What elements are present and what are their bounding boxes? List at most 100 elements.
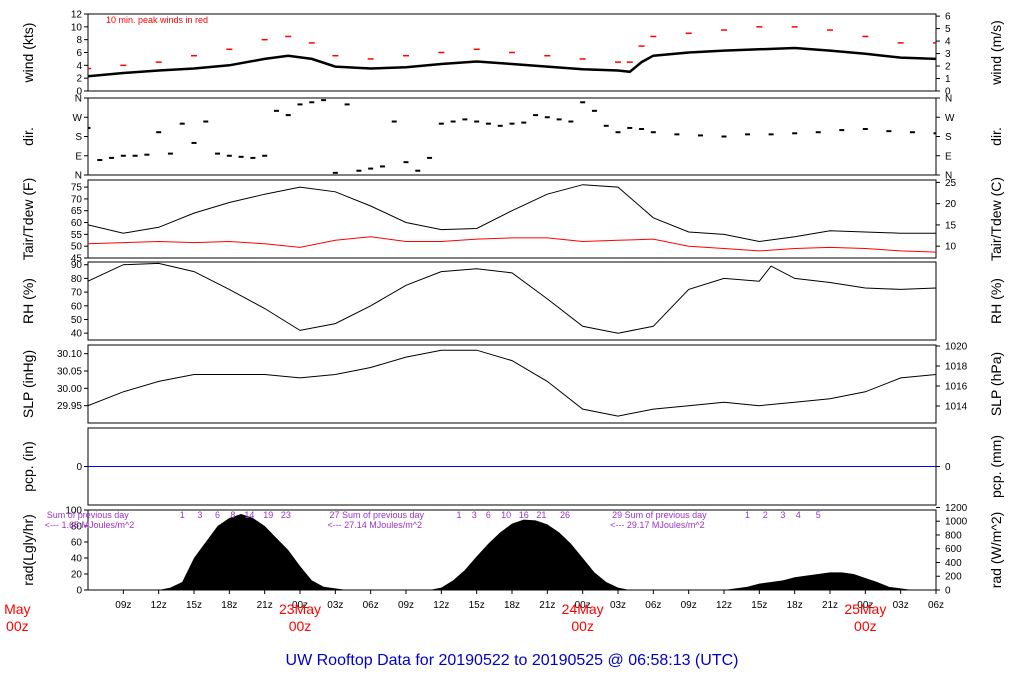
rad-ytick-label: 100 [65, 506, 82, 517]
wind-rtick-label: 0 [945, 87, 951, 98]
panel-rh: 40 50 60 70 80 90 RH (%) RH (%) [20, 260, 1004, 341]
x-axis: 09z 12z 15z 18z 21z 00z 03z 06z 09z 12z 15z 18z 21z 0… [4, 590, 944, 634]
rh-ytick-label: 80 [71, 274, 83, 285]
x-tick-label: 15z [186, 600, 202, 611]
rh-ytick-label: 90 [71, 260, 83, 271]
temp-ytick-label: 65 [71, 206, 83, 217]
rad-note-line1: 27 Sum of previous day [329, 510, 424, 520]
wind-ytick-label: 2 [76, 74, 82, 85]
slp-ytick-label: 30.00 [57, 384, 82, 395]
dir-rtick-label: S [945, 132, 952, 143]
temp-ytick-label: 60 [71, 218, 83, 229]
dir-frame [87, 97, 937, 176]
wind-ylabel: wind (kts) [20, 23, 36, 84]
wind-rtick-label: 6 [945, 12, 951, 23]
temp-rtick-label: 10 [945, 242, 957, 253]
dir-ytick-label: S [75, 132, 82, 143]
day-label: May [4, 601, 30, 617]
rh-ytick-label: 60 [71, 301, 83, 312]
wind-plot [88, 26, 936, 78]
panel-slp: 29.95 30.00 30.05 30.10 1014 1016 1018 1020 SLP … [20, 342, 1004, 424]
temp-ytick-label: 75 [71, 183, 83, 194]
dir-rtick-label: E [945, 151, 952, 162]
day-label-sub: 00z [571, 618, 594, 634]
panel-rad: 020406080100020040060080010001200rad(Lgl… [20, 503, 1004, 597]
pcp-ylabel: pcp. (in) [20, 441, 36, 492]
rad-hour-mark: 19 [263, 510, 273, 520]
temp-ytick-label: 70 [71, 194, 83, 205]
rad-note-line2: <--- 1.65 MJoules/m^2 [45, 520, 135, 530]
x-tick-label: 21z [539, 600, 555, 611]
rh-ylabel: RH (%) [20, 278, 36, 324]
x-tick-label: 03z [893, 600, 909, 611]
rad-note-line1: 29 Sum of previous day [612, 510, 707, 520]
temp-series-1 [88, 236, 936, 253]
slp-rtick-label: 1020 [945, 342, 968, 353]
x-tick-label: 06z [928, 600, 944, 611]
wind-peak-series [88, 26, 936, 70]
day-label-sub: 00z [854, 618, 877, 634]
rad-hour-mark: 14 [244, 510, 254, 520]
chart-title: UW Rooftop Data for 20190522 to 20190525… [286, 652, 739, 669]
dir-ytick-label: E [75, 151, 82, 162]
x-tick-label: 06z [645, 600, 661, 611]
rh-ytick-label: 40 [71, 329, 83, 340]
wind-ytick-label: 0 [76, 87, 82, 98]
rad-hour-mark: 21 [536, 510, 546, 520]
x-tick-label: 06z [363, 600, 379, 611]
slp-ylabel: SLP (inHg) [20, 350, 36, 418]
temp-ylabel: Tair/Tdew (F) [20, 178, 36, 260]
x-tick-label: 18z [221, 600, 237, 611]
rad-rtick-label: 1000 [945, 517, 968, 528]
x-tick-label: 12z [151, 600, 167, 611]
rad-rtick-label: 200 [945, 572, 962, 583]
temp-ylabel-right: Tair/Tdew (C) [988, 177, 1004, 261]
rad-note-line1: Sum of previous day [47, 510, 130, 520]
rad-rtick-label: 400 [945, 558, 962, 569]
x-tick-label: 00z [292, 600, 308, 611]
dir-ylabel-right: dir. [988, 127, 1004, 146]
rh-ytick-label: 50 [71, 315, 83, 326]
dir-rtick-label: N [945, 171, 952, 182]
x-tick-label: 09z [398, 600, 414, 611]
x-tick-label: 21z [822, 600, 838, 611]
wind-ylabel-right: wind (m/s) [988, 20, 1004, 86]
x-tick-label: 03z [610, 600, 626, 611]
pcp-ytick-label: 0 [76, 462, 82, 473]
wind-ytick-label: 6 [76, 48, 82, 59]
dir-ylabel: dir. [20, 127, 36, 146]
pcp-rtick-label: 0 [945, 462, 951, 473]
day-label: 24May [562, 601, 604, 617]
temp-plot [88, 184, 936, 253]
slp-ylabel-right: SLP (hPa) [988, 352, 1004, 416]
rad-hour-mark: 6 [215, 510, 220, 520]
rad-ylabel-right: rad (W/m^2) [988, 512, 1004, 589]
rad-ytick-label: 40 [71, 554, 83, 565]
slp-ytick-label: 30.05 [57, 367, 82, 378]
rad-hour-mark: 16 [519, 510, 529, 520]
rad-hour-mark: 23 [281, 510, 291, 520]
rad-notes: Sum of previous day<--- 1.65 MJoules/m^2… [45, 510, 707, 530]
rad-ytick-label: 20 [71, 570, 83, 581]
temp-frame [87, 179, 937, 259]
temp-rtick-label: 15 [945, 220, 957, 231]
rad-hour-marks: 1 3 6 8 14 19 23 1 3 6 10 16 21 26 1 2 3 4 5 [180, 510, 821, 520]
rad-hour-mark: 2 [763, 510, 768, 520]
temp-rtick-label: 20 [945, 199, 957, 210]
rad-hour-mark: 1 [180, 510, 185, 520]
dir-rtick-label: N [945, 94, 952, 105]
rad-hour-mark: 4 [796, 510, 801, 520]
rad-ytick-label: 0 [76, 586, 82, 597]
x-tick-label: 15z [751, 600, 767, 611]
rh-ylabel-right: RH (%) [988, 278, 1004, 324]
rh-plot [88, 262, 936, 334]
wind-rtick-label: 5 [945, 24, 951, 35]
rad-ylabel: rad(Lgly/hr) [20, 514, 36, 586]
rad-note-line2: <--- 29.17 MJoules/m^2 [610, 520, 705, 530]
wind-rtick-label: 2 [945, 62, 951, 73]
rad-rtick-label: 600 [945, 544, 962, 555]
slp-ytick-label: 30.10 [57, 349, 82, 360]
wind-annotation: 10 min. peak winds in red [106, 15, 208, 25]
